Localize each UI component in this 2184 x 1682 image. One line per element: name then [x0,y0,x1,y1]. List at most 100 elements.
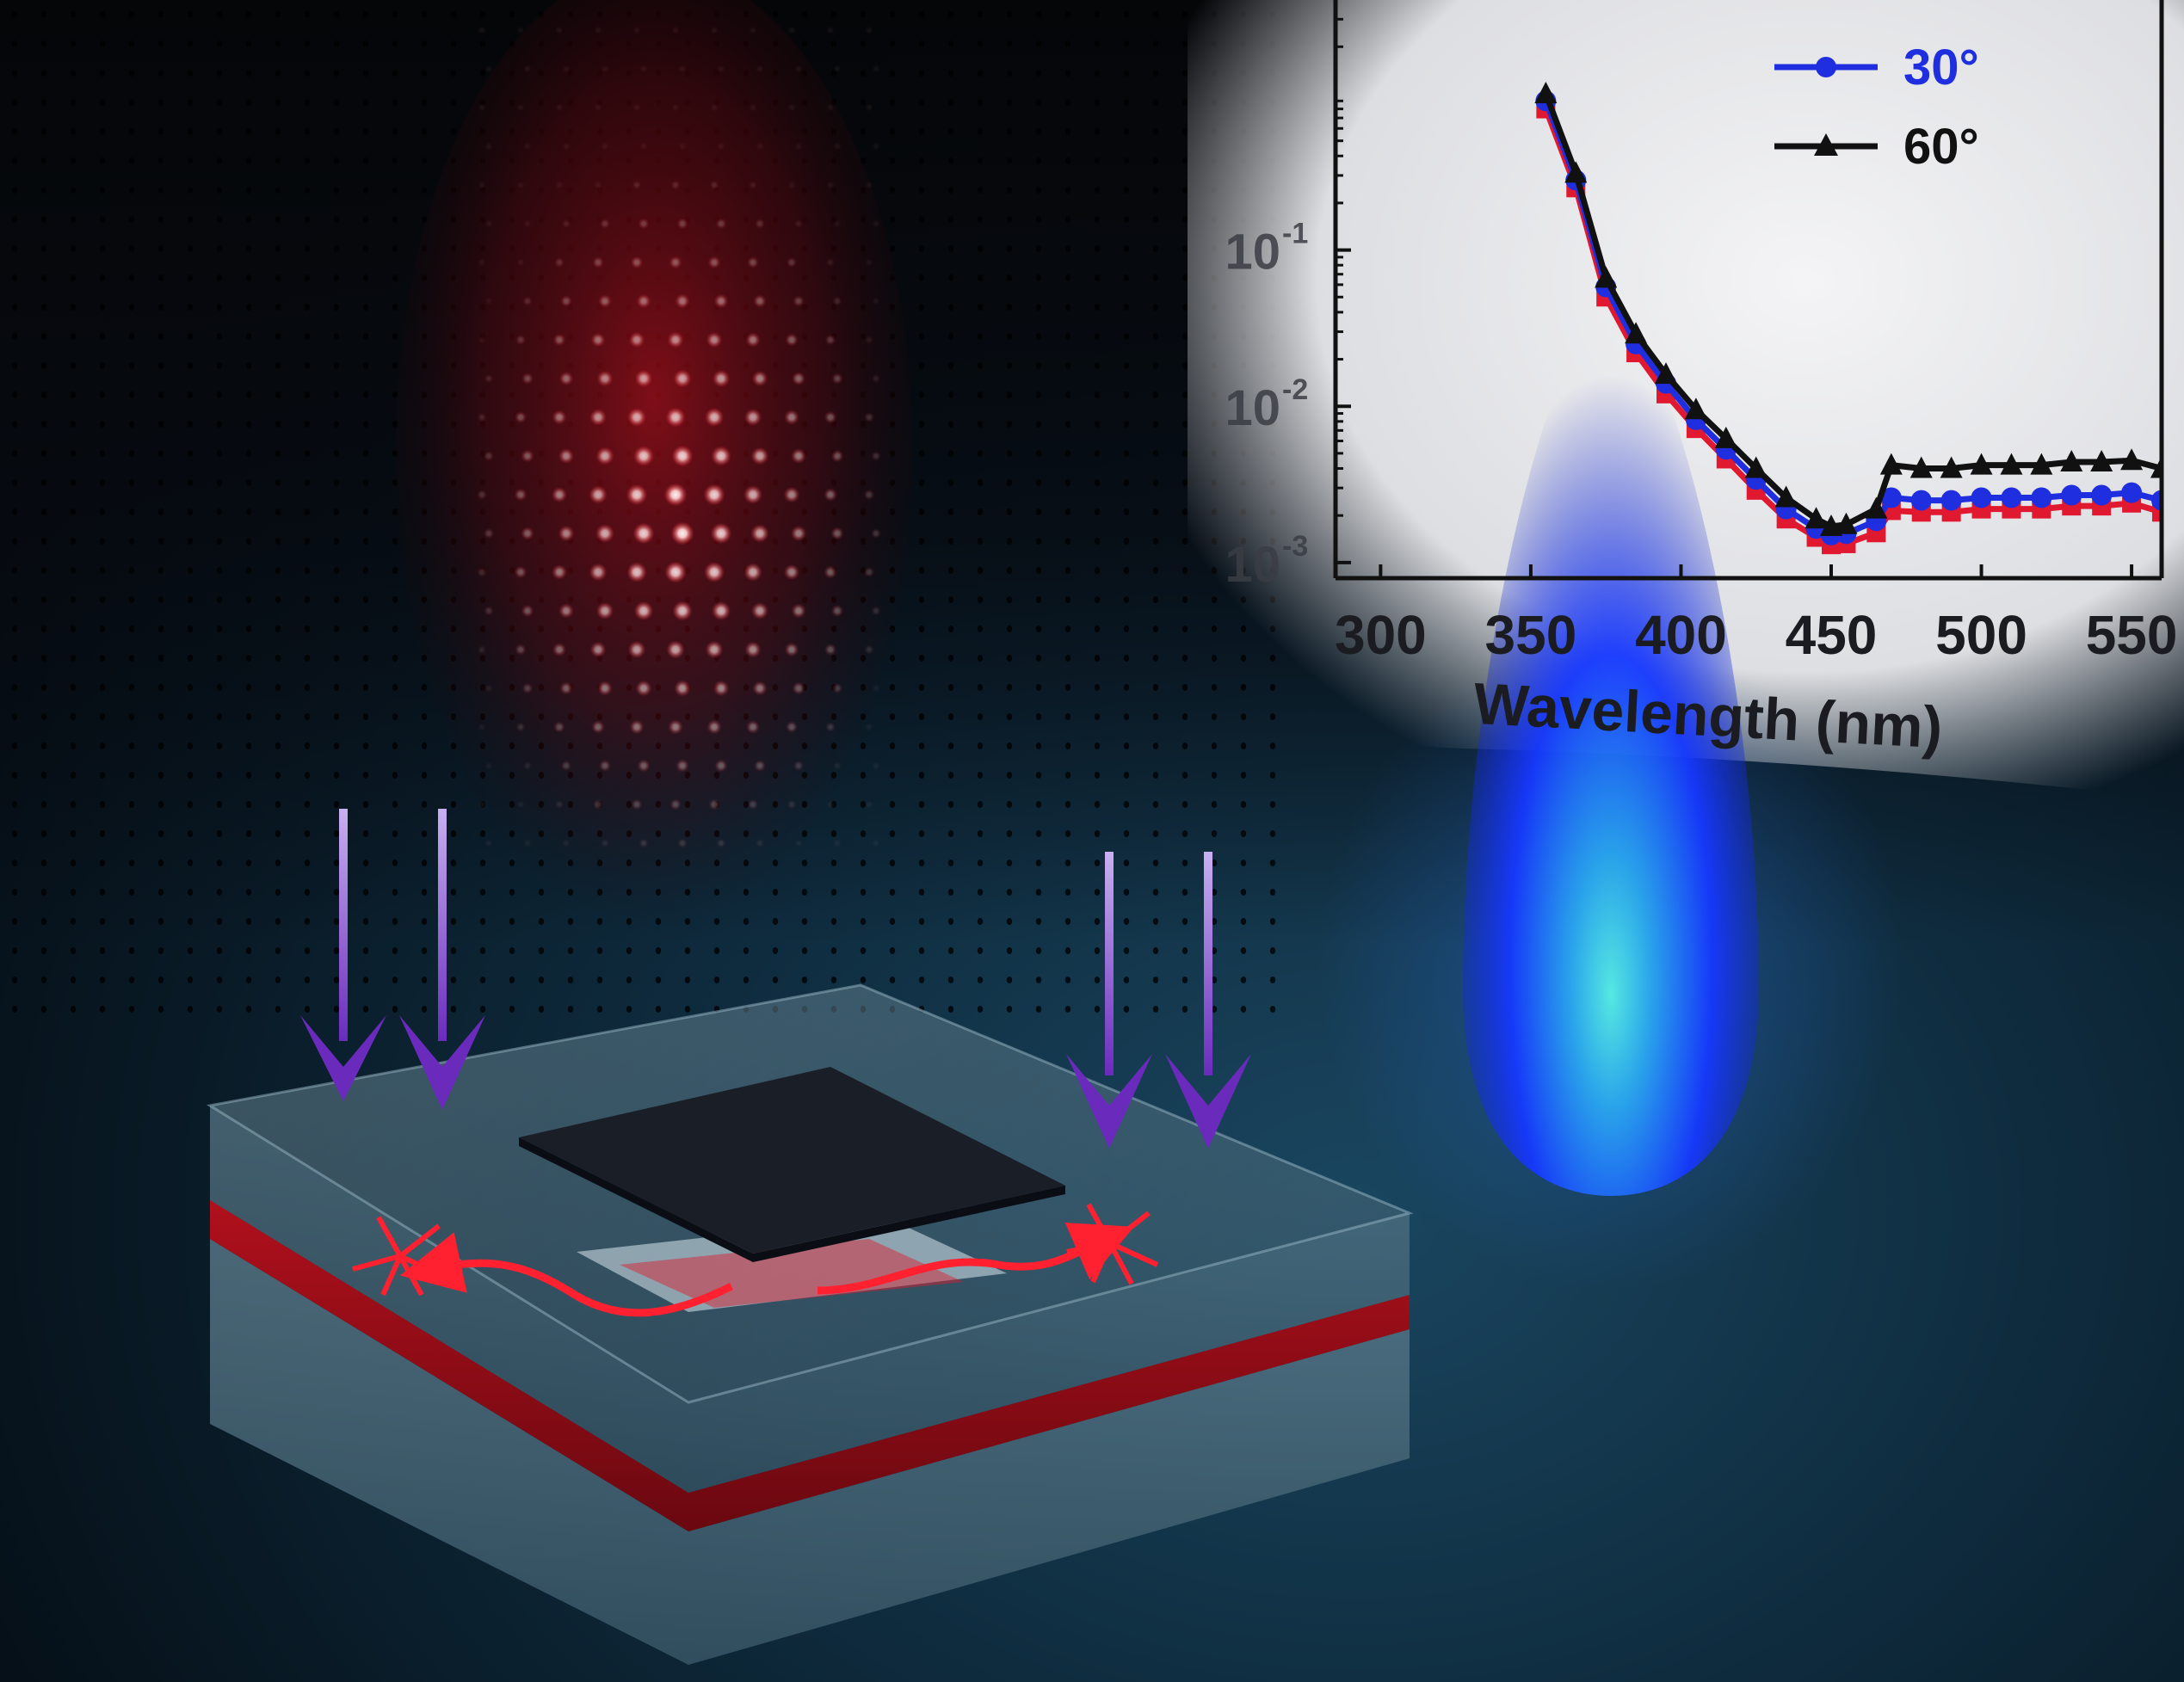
red-dot [634,369,653,388]
red-dot [792,681,805,695]
chart-series-group [1534,81,2162,555]
series-point-2 [1684,397,1707,420]
red-dot [521,604,534,618]
red-dot [555,103,564,112]
red-dot [521,682,534,694]
red-dot [712,369,731,388]
red-dot [791,448,806,464]
series-point-1 [2151,490,2162,511]
red-dot [598,759,612,773]
red-dot [675,293,690,309]
red-dot [708,798,720,810]
waveguide-arrow-right [817,1223,1135,1295]
red-dot [601,142,609,151]
red-dot [711,446,731,466]
red-dot [521,449,534,463]
red-dot [786,256,798,268]
legend-marker-60 [1814,133,1838,156]
red-dot [560,295,572,307]
dark-top-square [519,1067,1065,1254]
red-dot-array [476,26,882,848]
red-dot [589,641,607,658]
red-dot [785,720,799,734]
series-point-1 [1880,487,1902,508]
red-dot [791,371,806,386]
red-dot [560,760,572,772]
red-dot [785,333,799,347]
red-dot [743,484,763,505]
series-point-2 [1970,453,1993,475]
series-point-1 [2001,487,2022,508]
red-dot [596,370,614,387]
red-dot [552,333,566,347]
red-dot [669,798,682,810]
red-dot [484,606,494,616]
series-point-2 [1835,512,1858,534]
red-dot [787,181,796,189]
red-dot [830,527,844,540]
series-point-2 [1625,322,1648,344]
red-dot [833,839,842,847]
red-dot [743,563,762,582]
dark-top-square-edge [519,1137,1065,1262]
red-dot [865,258,873,267]
series-point-2 [1820,514,1842,536]
red-dot [705,640,724,659]
red-dot [833,219,842,228]
series-point-1 [2061,484,2082,506]
red-dot [516,181,525,189]
red-dot [745,332,761,348]
red-dot [599,218,611,230]
red-dot [703,561,725,583]
red-dot [477,412,487,422]
red-dot [484,297,493,305]
red-dot [595,524,614,543]
red-dot [600,838,610,848]
pump-arrows [300,809,1251,1149]
red-dot [746,256,760,269]
pump-arrow-2 [399,809,485,1110]
red-dot [704,407,725,428]
red-dot [639,142,648,151]
legend-marker-30 [1816,57,1836,77]
red-dot [794,839,803,847]
red-dot [751,370,768,387]
red-dot [746,720,760,734]
red-dot [713,680,730,697]
red-dot [484,142,493,151]
red-dot [562,65,571,73]
red-dot [750,524,769,543]
red-dot [713,293,729,309]
red-dot [673,369,692,388]
red-dot [478,103,486,112]
red-dot [672,601,693,621]
red-dot [635,680,652,697]
x-tick-label: 550 [2086,604,2178,666]
series-point-2 [1564,161,1588,183]
red-layer-front [210,1200,1410,1531]
red-dot [756,65,764,73]
red-dot [594,103,602,112]
series-point-2 [1595,266,1618,288]
red-dot [824,334,836,346]
red-dot [589,563,608,582]
y-tick-label-exponent: -1 [1282,218,1308,250]
red-dot [826,26,835,34]
red-dot [783,486,800,503]
series-point-0 [2152,502,2162,522]
red-dot [595,601,614,620]
series-point-2 [1714,426,1737,448]
red-dot [591,720,605,734]
red-dot [478,800,486,809]
red-dot [755,838,765,848]
red-dot [631,798,643,810]
red-dot [706,719,722,735]
slab-top-front [210,1106,1410,1493]
series-point-1 [1971,487,1992,508]
red-dot [484,65,493,73]
y-axis-ticks: 10-110-210-3 [1225,17,1351,593]
red-dot [865,103,873,112]
red-dot [552,642,567,657]
red-dot [601,65,609,73]
red-dot [627,408,646,427]
